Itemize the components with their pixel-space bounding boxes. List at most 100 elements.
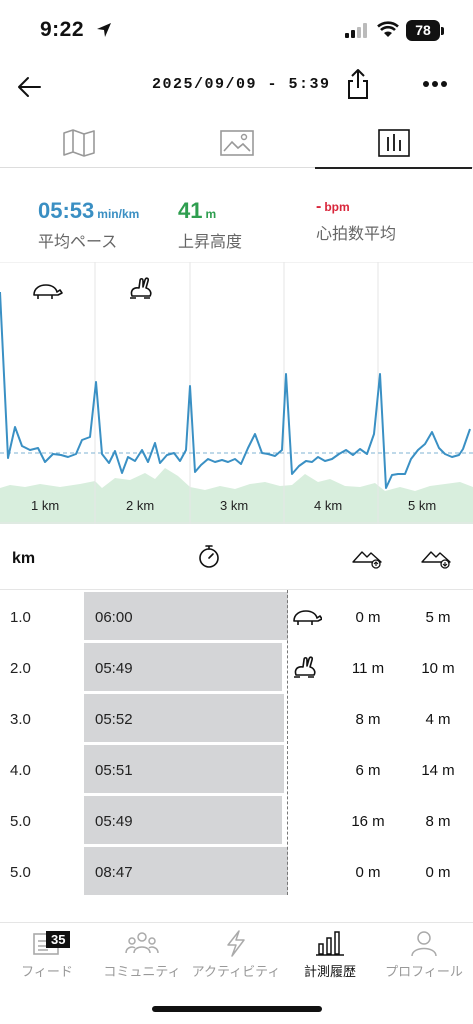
battery-indicator: 78 (406, 20, 440, 41)
table-row: 1.0 06:00 0 m 5 m (0, 592, 473, 642)
split-pace: 08:47 (95, 864, 133, 881)
pace-value: 05:53 (38, 198, 95, 223)
nav-feed[interactable]: 35 フィード (0, 929, 94, 980)
chart-km-label: 5 km (408, 498, 437, 513)
summary-stats: 05:53 min/km 平均ペース 41 m 上昇高度 - bpm 心拍数平均 (0, 198, 473, 258)
pace-bar (84, 847, 288, 895)
rabbit-icon (130, 277, 152, 299)
pace-bar (84, 592, 288, 640)
back-arrow-icon[interactable] (14, 72, 44, 102)
pace-elevation-chart (0, 262, 473, 524)
bottom-navigation: 35 フィード コミュニティ アクティビティ 計測履歴 プロフィール (0, 922, 473, 1024)
splits-table-header: km (0, 540, 473, 590)
wifi-icon (377, 21, 399, 37)
descent-icon (421, 551, 451, 569)
stat-pace: 05:53 min/km 平均ペース (38, 198, 139, 252)
tab-charts[interactable] (315, 118, 472, 169)
image-icon (219, 130, 254, 156)
nav-label: フィード (21, 964, 73, 979)
chart-svg (0, 262, 473, 524)
pace-bar (84, 643, 282, 691)
split-ascent: 8 m (355, 711, 381, 728)
split-km: 5.0 (10, 864, 31, 881)
elevation-label: 上昇高度 (178, 234, 243, 251)
nav-label: プロフィール (385, 964, 463, 979)
pace-unit: min/km (97, 207, 140, 221)
feed-badge: 35 (46, 931, 71, 948)
split-km: 2.0 (10, 660, 31, 677)
nav-label: コミュニティ (103, 964, 181, 979)
tab-photos[interactable] (158, 118, 315, 168)
split-ascent: 0 m (355, 609, 381, 626)
split-km: 4.0 (10, 762, 31, 779)
community-icon (125, 932, 159, 954)
table-row: 4.0 05:51 6 m 14 m (0, 745, 473, 795)
stat-elevation: 41 m 上昇高度 (178, 198, 242, 252)
history-bars-icon (316, 931, 344, 956)
status-time: 9:22 (40, 18, 85, 41)
home-indicator (152, 1006, 322, 1012)
km-column-header: km (12, 550, 36, 567)
split-descent: 8 m (425, 813, 451, 830)
pace-bar (84, 745, 284, 793)
tab-map[interactable] (0, 118, 157, 168)
split-ascent: 11 m (351, 660, 385, 677)
rabbit-icon (292, 655, 318, 686)
activity-date-title: 2025/09/09 - 5:39 (152, 76, 331, 93)
ascent-icon (352, 551, 382, 569)
heart-rate-label: 心拍数平均 (316, 226, 397, 243)
cellular-signal-icon (345, 23, 367, 38)
battery-tip (441, 27, 444, 35)
split-ascent: 6 m (355, 762, 381, 779)
nav-profile[interactable]: プロフィール (377, 929, 471, 980)
table-row: 3.0 05:52 8 m 4 m (0, 694, 473, 744)
stat-heart-rate: - bpm 心拍数平均 (316, 198, 396, 244)
more-options-icon[interactable] (420, 74, 450, 94)
view-tabs (0, 118, 473, 169)
status-bar: 9:22 78 (0, 0, 473, 60)
chart-km-label: 1 km (31, 498, 60, 513)
nav-activity[interactable]: アクティビティ (189, 929, 283, 980)
turtle-icon (292, 604, 323, 633)
split-km: 1.0 (10, 609, 31, 626)
split-pace: 05:52 (95, 711, 133, 728)
elevation-area (0, 468, 473, 524)
split-ascent: 0 m (355, 864, 381, 881)
chart-km-label: 3 km (220, 498, 249, 513)
pace-bar (84, 694, 284, 742)
split-km: 5.0 (10, 813, 31, 830)
fastest-pace-marker-line (287, 590, 288, 895)
split-descent: 10 m (421, 660, 455, 677)
table-row: 2.0 05:49 11 m 10 m (0, 643, 473, 693)
pace-bar (84, 796, 282, 844)
top-bar: 2025/09/09 - 5:39 (0, 62, 473, 112)
table-row: 5.0 08:47 0 m 0 m (0, 847, 473, 897)
turtle-icon (33, 284, 63, 299)
location-arrow-icon (97, 23, 111, 37)
heart-rate-value: - (316, 198, 322, 215)
nav-community[interactable]: コミュニティ (95, 929, 189, 980)
split-descent: 14 m (421, 762, 455, 779)
split-ascent: 16 m (351, 813, 385, 830)
share-icon[interactable] (344, 68, 372, 100)
stopwatch-icon (199, 545, 219, 568)
split-pace: 05:49 (95, 813, 133, 830)
split-pace: 06:00 (95, 609, 133, 626)
table-row: 5.0 05:49 16 m 8 m (0, 796, 473, 846)
split-descent: 5 m (425, 609, 451, 626)
split-descent: 4 m (425, 711, 451, 728)
heart-rate-unit: bpm (324, 200, 350, 214)
split-pace: 05:49 (95, 660, 133, 677)
pace-line (0, 291, 471, 489)
split-descent: 0 m (425, 864, 451, 881)
nav-label: アクティビティ (191, 964, 281, 979)
nav-history[interactable]: 計測履歴 (283, 929, 377, 980)
split-km: 3.0 (10, 711, 31, 728)
chart-km-label: 2 km (126, 498, 155, 513)
chart-km-label: 4 km (314, 498, 343, 513)
pace-label: 平均ペース (38, 234, 118, 251)
elevation-value: 41 (178, 198, 203, 223)
bar-chart-icon (377, 129, 410, 157)
profile-icon (411, 931, 437, 957)
activity-bolt-icon (227, 930, 245, 957)
